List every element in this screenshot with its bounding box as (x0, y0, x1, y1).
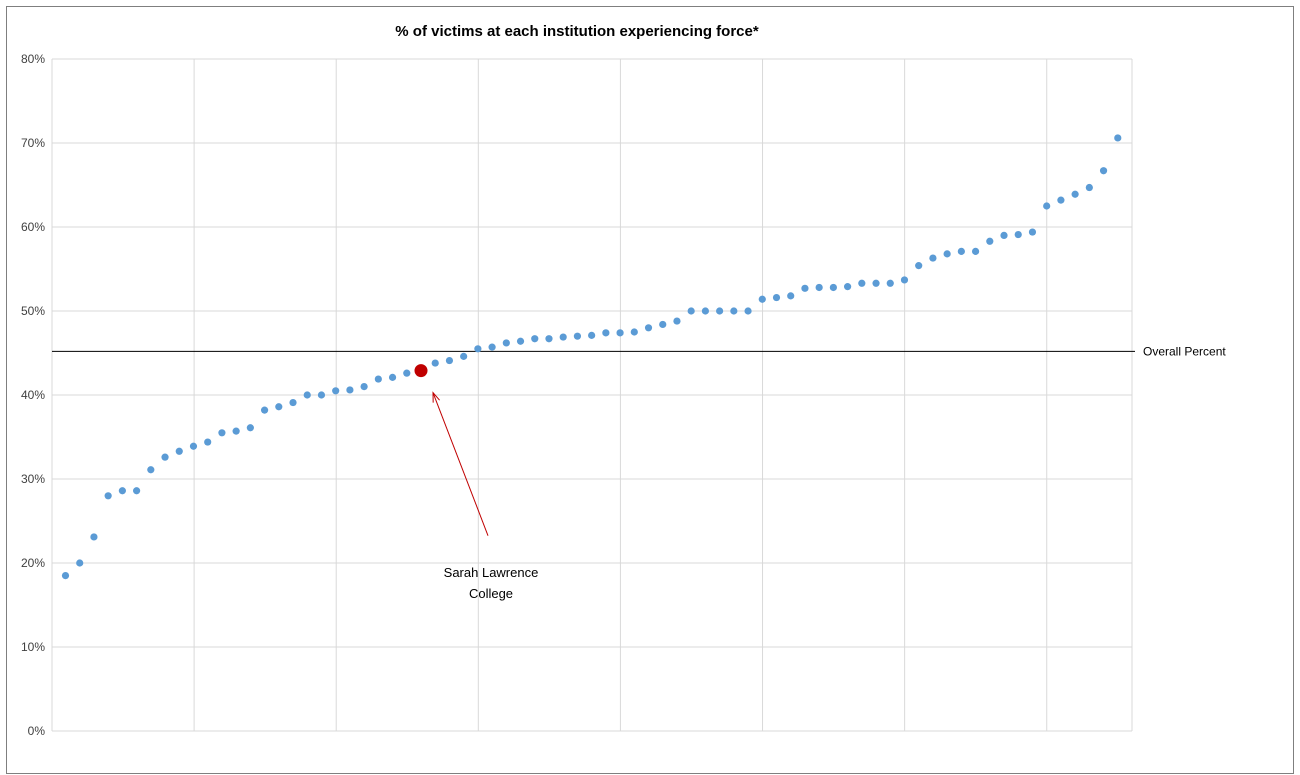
data-point (929, 254, 937, 262)
data-points (61, 134, 1122, 580)
data-point (1043, 202, 1051, 210)
data-point (971, 247, 980, 255)
data-point (104, 492, 112, 500)
data-point (673, 317, 681, 325)
scatter-chart: % of victims at each institution experie… (21, 23, 1226, 738)
gridlines (51, 58, 1133, 732)
data-point (431, 359, 439, 367)
data-point (175, 447, 183, 455)
data-point (403, 369, 411, 377)
data-point (844, 283, 852, 291)
annotation-label-line: College (469, 586, 513, 601)
data-point (232, 427, 240, 435)
data-point (374, 375, 382, 383)
data-point (317, 391, 326, 399)
data-point (275, 403, 283, 411)
overall-percent-label: Overall Percent (1143, 344, 1226, 358)
data-point (218, 429, 226, 437)
y-tick-label: 60% (21, 220, 45, 234)
data-point (915, 262, 923, 270)
data-point (716, 307, 724, 315)
y-tick-label: 70% (21, 136, 45, 150)
data-point (346, 386, 354, 394)
data-point (630, 328, 638, 336)
data-point (61, 572, 70, 580)
data-point (76, 559, 84, 567)
data-point (189, 442, 198, 450)
data-point (460, 352, 468, 360)
data-point (559, 333, 567, 341)
data-point (1071, 190, 1079, 198)
annotation-label-line: Sarah Lawrence (444, 565, 539, 580)
data-point (260, 406, 269, 414)
data-point (900, 276, 909, 284)
data-point (502, 339, 510, 347)
data-point (616, 329, 624, 337)
data-point (1085, 183, 1093, 192)
data-point (772, 293, 781, 302)
data-point (388, 373, 397, 381)
data-point (573, 332, 582, 340)
data-point (730, 307, 738, 315)
data-point (659, 320, 667, 329)
data-point (943, 250, 951, 258)
highlight-point (414, 364, 428, 378)
data-point (1000, 231, 1008, 239)
data-point (303, 391, 311, 399)
data-point (488, 343, 496, 351)
data-point (118, 487, 126, 495)
data-point (957, 247, 965, 255)
y-tick-label: 20% (21, 556, 45, 570)
data-point (161, 453, 169, 461)
y-tick-label: 30% (21, 472, 45, 486)
chart-title: % of victims at each institution experie… (395, 23, 759, 40)
annotation-arrow (432, 392, 489, 536)
data-point (445, 356, 454, 365)
data-point (787, 292, 795, 300)
data-point (147, 466, 155, 474)
data-point (531, 335, 539, 343)
data-point (872, 279, 880, 287)
data-point (1028, 228, 1037, 236)
y-tick-label: 40% (21, 388, 45, 402)
data-point (90, 533, 98, 541)
data-point (516, 337, 525, 345)
data-point (1057, 196, 1065, 204)
y-tick-label: 0% (28, 724, 46, 738)
data-point (829, 283, 837, 292)
data-point (644, 324, 653, 332)
data-point (545, 335, 553, 343)
data-point (602, 329, 610, 337)
data-point (858, 279, 866, 287)
data-point (758, 295, 766, 303)
data-point (744, 307, 752, 315)
data-point (246, 424, 254, 432)
data-point (1014, 230, 1022, 239)
data-point (360, 383, 368, 391)
data-point (986, 237, 994, 245)
annotation-arrowhead (432, 391, 440, 403)
data-point (204, 438, 212, 446)
data-point (886, 279, 894, 287)
data-point (289, 398, 297, 407)
y-axis-tick-labels: 0% 10% 20% 30% 40% 50% 60% 70% 80% (21, 52, 45, 738)
data-point (815, 283, 823, 292)
data-point (701, 307, 710, 315)
data-point (1114, 134, 1122, 142)
data-point (588, 331, 596, 339)
y-tick-label: 10% (21, 640, 45, 654)
data-point (474, 345, 482, 353)
data-point (1099, 167, 1108, 175)
data-point (133, 487, 141, 495)
y-tick-label: 50% (21, 304, 45, 318)
chart-frame: % of victims at each institution experie… (6, 6, 1294, 774)
y-tick-label: 80% (21, 52, 45, 66)
annotation-label: Sarah Lawrence College (444, 565, 539, 601)
data-point (801, 284, 809, 292)
data-point (332, 387, 340, 395)
data-point (687, 307, 695, 315)
